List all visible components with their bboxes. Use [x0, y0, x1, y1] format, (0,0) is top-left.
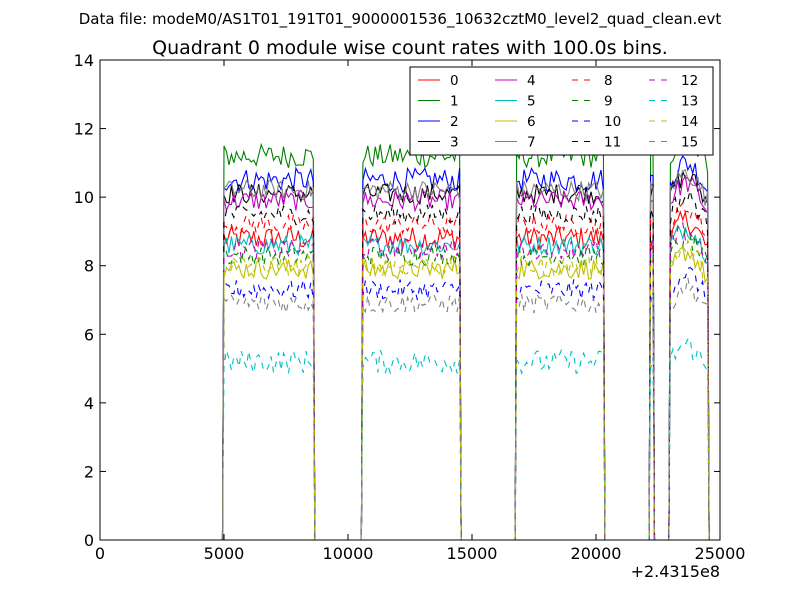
legend-label-11: 11: [604, 135, 621, 151]
y-tick-label: 10: [74, 188, 94, 207]
axes-frame: [99, 59, 721, 541]
series-line-14: [221, 239, 710, 541]
legend-label-6: 6: [527, 114, 536, 130]
y-tick-label: 8: [84, 257, 94, 276]
legend-label-0: 0: [450, 73, 459, 89]
x-tick-label: 20000: [571, 544, 622, 563]
series-line-10: [221, 266, 710, 541]
y-tick-label: 6: [84, 325, 94, 344]
legend-label-14: 14: [681, 114, 698, 130]
series-line-9: [221, 228, 710, 541]
legend-label-7: 7: [527, 135, 536, 151]
legend-label-15: 15: [681, 135, 698, 151]
series-line-4: [221, 174, 710, 541]
y-tick-label: 2: [84, 462, 94, 481]
legend-label-9: 9: [604, 94, 613, 110]
legend-box: [409, 66, 714, 156]
legend-label-4: 4: [527, 73, 536, 89]
legend-label-5: 5: [527, 94, 536, 110]
chart-title: Quadrant 0 module wise count rates with …: [152, 37, 668, 59]
legend-label-12: 12: [681, 73, 698, 89]
x-tick-label: 10000: [323, 544, 374, 563]
figure-suptitle: Data file: modeM0/AS1T01_191T01_90000015…: [79, 10, 722, 29]
y-tick-label: 12: [74, 120, 94, 139]
legend-label-2: 2: [450, 114, 459, 130]
series-line-7: [221, 168, 710, 541]
series-line-12: [221, 221, 710, 541]
x-tick-label: 5000: [204, 544, 245, 563]
x-offset-label: +2.4315e8: [631, 562, 720, 581]
legend-label-10: 10: [604, 114, 621, 130]
series-line-15: [221, 277, 710, 541]
series-line-2: [221, 155, 710, 541]
x-tick-label: 0: [95, 544, 105, 563]
x-tick-label: 25000: [695, 544, 746, 563]
series-line-5: [221, 224, 710, 541]
y-tick-label: 4: [84, 394, 94, 413]
y-tick-label: 14: [74, 51, 94, 70]
y-tick-label: 0: [84, 531, 94, 550]
legend-label-13: 13: [681, 94, 698, 110]
legend-label-1: 1: [450, 94, 459, 110]
legend-label-3: 3: [450, 135, 459, 151]
x-tick-label: 15000: [447, 544, 498, 563]
legend-label-8: 8: [604, 73, 613, 89]
